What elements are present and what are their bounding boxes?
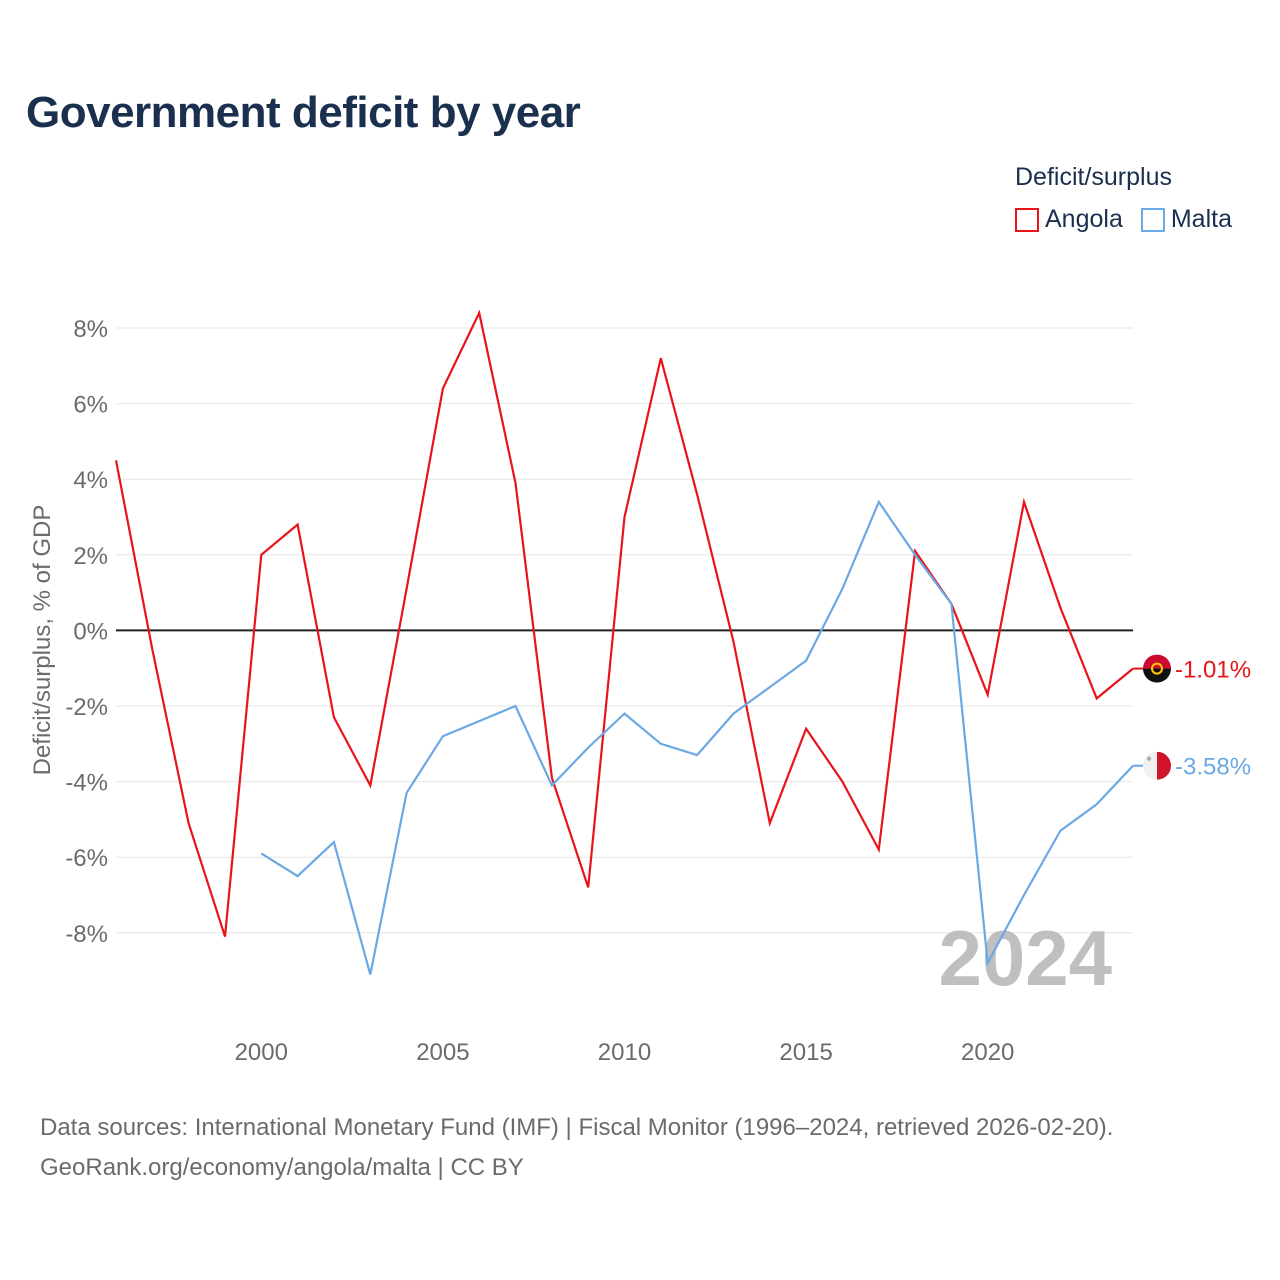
data-point-angola — [658, 356, 663, 361]
legend: Angola Malta — [1015, 205, 1250, 234]
flag-stripe — [1143, 668, 1171, 683]
y-tick-label: -8% — [65, 921, 108, 948]
y-tick-label: 8% — [73, 316, 108, 343]
flag-stripe — [1143, 751, 1157, 780]
data-point-malta — [259, 851, 264, 856]
y-tick-label: 4% — [73, 467, 108, 494]
data-point-malta — [913, 552, 918, 557]
flag-emblem — [1147, 756, 1151, 761]
data-point-malta — [477, 719, 482, 724]
legend-swatch-malta — [1140, 207, 1165, 232]
data-point-malta — [767, 685, 772, 690]
data-point-malta — [658, 741, 663, 746]
data-point-angola — [513, 480, 518, 485]
legend-item-angola[interactable]: Angola — [1015, 205, 1123, 234]
y-tick-label: -2% — [65, 694, 108, 721]
x-tick-label: 2020 — [961, 1039, 1014, 1066]
data-point-angola — [295, 522, 300, 527]
data-point-malta — [804, 658, 809, 663]
data-point-malta — [368, 972, 373, 977]
x-axis-ticks: 2000 2005 2010 2015 2020 — [235, 1039, 1015, 1066]
flag-stripe — [1157, 751, 1171, 780]
grid-lines — [116, 327, 1133, 934]
legend-label-angola: Angola — [1045, 205, 1123, 233]
data-point-angola — [985, 692, 990, 697]
end-markers: -1.01% -3.58% — [1133, 654, 1251, 781]
data-point-angola — [477, 310, 482, 315]
data-point-angola — [331, 715, 336, 720]
data-point-malta — [985, 961, 990, 966]
flag-emblem — [1151, 662, 1163, 675]
y-tick-label: 0% — [73, 618, 108, 645]
data-point-angola — [150, 647, 155, 652]
data-point-angola — [440, 386, 445, 391]
data-point-malta — [1058, 828, 1063, 833]
series-line-malta — [260, 499, 1134, 975]
year-watermark: 2024 — [938, 914, 1112, 1002]
series-line-angola — [114, 309, 1134, 937]
source-link[interactable]: GeoRank.org/economy/angola/malta | CC BY — [40, 1154, 524, 1181]
data-point-malta — [1094, 802, 1099, 807]
data-point-malta — [840, 586, 845, 591]
data-point-angola — [622, 515, 627, 520]
y-tick-label: 6% — [73, 392, 108, 419]
y-tick-label: -4% — [65, 770, 108, 797]
data-point-malta — [1022, 893, 1027, 898]
data-point-malta — [731, 711, 736, 716]
x-tick-label: 2015 — [779, 1039, 832, 1066]
y-axis-ticks: 8% 6% 4% 2% 0% -2% -4% -6% -8% — [65, 316, 108, 948]
data-point-angola — [186, 821, 191, 826]
y-axis-label: Deficit/surplus, % of GDP — [29, 505, 56, 776]
x-tick-label: 2005 — [416, 1039, 469, 1066]
data-point-angola — [695, 492, 700, 497]
data-point-angola — [804, 726, 809, 731]
data-point-angola — [1058, 605, 1063, 610]
line-chart: Deficit/surplus, % of GDP 8% 6% 4% 2% 0% -2% -… — [29, 309, 1251, 1066]
series-lines — [114, 309, 1134, 977]
y-tick-label: -6% — [65, 845, 108, 872]
end-label-malta: -3.58% — [1175, 754, 1251, 781]
data-point-malta — [695, 753, 700, 758]
data-point-malta — [404, 790, 409, 795]
data-point-angola — [840, 779, 845, 784]
data-point-angola — [368, 783, 373, 788]
data-point-angola — [731, 639, 736, 644]
legend-swatch-angola — [1015, 207, 1039, 232]
malta-flag-icon — [1143, 751, 1171, 780]
end-label-angola: -1.01% — [1175, 657, 1251, 684]
data-point-angola — [1022, 499, 1027, 504]
data-point-malta — [949, 601, 954, 606]
legend-label-malta: Malta — [1170, 205, 1232, 233]
data-point-malta — [876, 499, 881, 504]
y-tick-label: 2% — [73, 543, 108, 570]
flag-body — [1143, 654, 1171, 683]
data-point-angola — [586, 885, 591, 890]
data-point-malta — [622, 711, 627, 716]
x-tick-label: 2000 — [235, 1039, 288, 1066]
angola-flag-icon — [1143, 654, 1171, 683]
flag-body — [1143, 751, 1171, 780]
chart-title: Government deficit by year — [26, 88, 581, 137]
data-point-malta — [331, 840, 336, 845]
data-point-angola — [404, 586, 409, 591]
footer: Data sources: International Monetary Fun… — [40, 1108, 1113, 1188]
data-point-angola — [259, 552, 264, 557]
data-point-angola — [876, 847, 881, 852]
x-tick-label: 2010 — [598, 1039, 651, 1066]
data-point-malta — [295, 874, 300, 879]
data-point-malta — [586, 745, 591, 750]
data-point-malta — [440, 734, 445, 739]
legend-item-malta[interactable]: Malta — [1140, 205, 1232, 234]
flag-stripe — [1143, 654, 1171, 669]
data-point-angola — [114, 458, 119, 463]
data-point-angola — [1094, 696, 1099, 701]
data-source-text: Data sources: International Monetary Fun… — [40, 1114, 1114, 1141]
data-point-malta — [549, 783, 554, 788]
data-point-angola — [222, 934, 227, 939]
data-point-malta — [513, 704, 518, 709]
data-point-angola — [767, 821, 772, 826]
legend-title: Deficit/surplus — [1015, 163, 1172, 191]
